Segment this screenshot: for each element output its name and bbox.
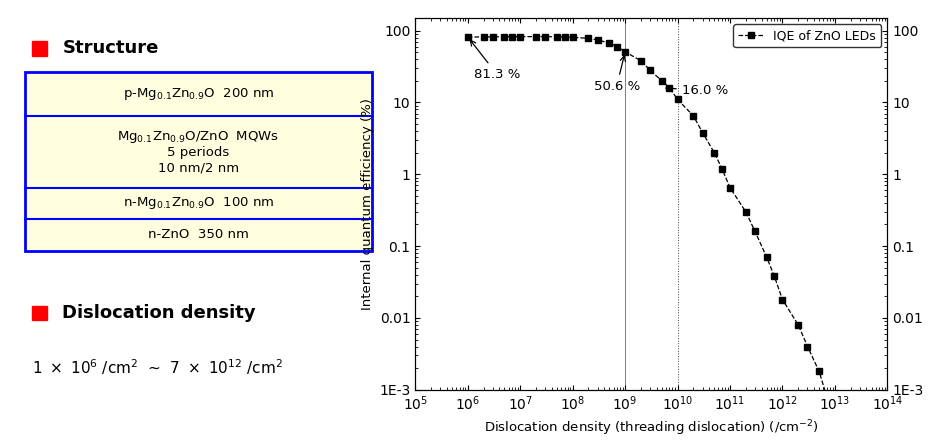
IQE of ZnO LEDs	[582, 36, 594, 41]
IQE of ZnO LEDs	[531, 34, 542, 39]
IQE of ZnO LEDs	[724, 185, 735, 190]
FancyBboxPatch shape	[25, 72, 372, 251]
Y-axis label: Internal quantum efficiency (%): Internal quantum efficiency (%)	[361, 98, 374, 310]
IQE of ZnO LEDs	[463, 34, 474, 40]
IQE of ZnO LEDs	[592, 37, 603, 43]
Text: 50.6 %: 50.6 %	[594, 56, 640, 93]
IQE of ZnO LEDs	[793, 322, 804, 327]
IQE of ZnO LEDs	[750, 229, 761, 234]
IQE of ZnO LEDs	[619, 49, 631, 55]
IQE of ZnO LEDs	[507, 34, 518, 39]
IQE of ZnO LEDs	[697, 130, 708, 135]
IQE of ZnO LEDs	[514, 34, 526, 39]
Text: 0.0008 %: 0.0008 %	[0, 447, 1, 448]
IQE of ZnO LEDs	[761, 254, 772, 260]
IQE of ZnO LEDs	[709, 150, 720, 155]
IQE of ZnO LEDs	[612, 44, 623, 49]
IQE of ZnO LEDs	[567, 34, 579, 40]
IQE of ZnO LEDs	[498, 34, 510, 39]
IQE of ZnO LEDs	[478, 34, 489, 39]
IQE of ZnO LEDs	[664, 85, 675, 90]
IQE of ZnO LEDs	[540, 34, 551, 39]
IQE of ZnO LEDs	[645, 68, 656, 73]
IQE of ZnO LEDs	[551, 34, 563, 39]
IQE of ZnO LEDs	[814, 369, 825, 374]
X-axis label: Dislocation density (threading dislocation) (/cm$^{-2}$): Dislocation density (threading dislocati…	[484, 419, 818, 439]
IQE of ZnO LEDs	[801, 344, 813, 349]
Text: n-Mg$_{0.1}$Zn$_{0.9}$O  100 nm: n-Mg$_{0.1}$Zn$_{0.9}$O 100 nm	[123, 195, 274, 211]
Text: n-ZnO  350 nm: n-ZnO 350 nm	[148, 228, 248, 241]
IQE of ZnO LEDs	[672, 97, 683, 102]
Text: Mg$_{0.1}$Zn$_{0.9}$O/ZnO  MQWs: Mg$_{0.1}$Zn$_{0.9}$O/ZnO MQWs	[117, 129, 279, 145]
Text: 5 periods: 5 periods	[167, 146, 229, 159]
IQE of ZnO LEDs	[768, 274, 780, 279]
Bar	[32, 306, 47, 320]
Line: IQE of ZnO LEDs: IQE of ZnO LEDs	[464, 34, 830, 400]
IQE of ZnO LEDs	[487, 34, 498, 39]
IQE of ZnO LEDs	[740, 209, 751, 215]
IQE of ZnO LEDs	[716, 166, 728, 171]
Text: 10 nm/2 nm: 10 nm/2 nm	[158, 161, 239, 175]
Text: Dislocation density: Dislocation density	[62, 304, 256, 322]
IQE of ZnO LEDs	[635, 58, 647, 64]
Text: 81.3 %: 81.3 %	[470, 40, 520, 81]
Text: Structure: Structure	[62, 39, 159, 57]
IQE of ZnO LEDs	[559, 34, 570, 39]
IQE of ZnO LEDs	[821, 394, 833, 400]
Text: p-Mg$_{0.1}$Zn$_{0.9}$O  200 nm: p-Mg$_{0.1}$Zn$_{0.9}$O 200 nm	[123, 86, 274, 102]
Text: 16.0 %: 16.0 %	[666, 84, 728, 97]
IQE of ZnO LEDs	[656, 78, 667, 83]
Bar	[32, 41, 47, 56]
IQE of ZnO LEDs	[603, 40, 615, 46]
IQE of ZnO LEDs	[688, 113, 700, 119]
IQE of ZnO LEDs	[777, 297, 788, 302]
Text: $1\ \times\ 10^{6}$ /cm$^{2}$  ~  $7\ \times\ 10^{12}$ /cm$^{2}$: $1\ \times\ 10^{6}$ /cm$^{2}$ ~ $7\ \tim…	[32, 358, 283, 377]
Legend: IQE of ZnO LEDs: IQE of ZnO LEDs	[733, 24, 881, 47]
